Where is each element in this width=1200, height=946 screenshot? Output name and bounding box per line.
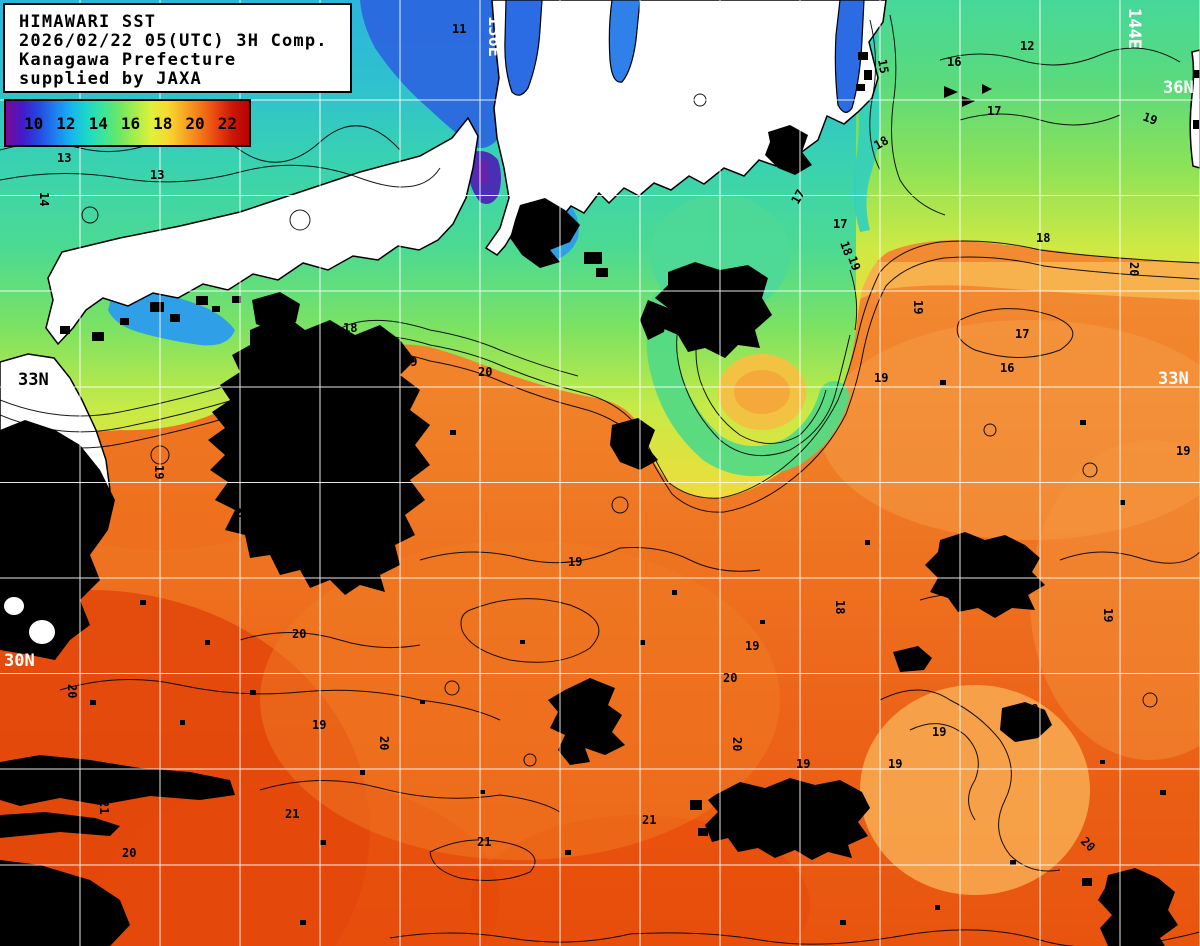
isotherm-label: 18 <box>833 600 847 614</box>
title-line-region: Kanagawa Prefecture <box>19 50 237 70</box>
isotherm-label: 20 <box>478 365 492 379</box>
isotherm-label: 18 <box>872 133 892 152</box>
title-line-source: supplied by JAXA <box>19 69 202 89</box>
isotherm-label: 20 <box>1127 262 1141 276</box>
colorbar-tick: 18 <box>153 113 173 133</box>
isotherm-label: 20 <box>235 506 249 520</box>
isotherm-label: 19 <box>888 757 902 771</box>
cloud-no-data-blobs <box>0 52 1200 946</box>
isotherm-label: 19 <box>312 718 326 732</box>
grid-coordinate-label: 36N <box>1163 78 1194 98</box>
isotherm-label: 12 <box>1020 39 1034 53</box>
grid-coordinate-label: 33N <box>18 370 49 390</box>
isotherm-label: 13 <box>150 168 164 182</box>
isotherm-label: 15 <box>875 58 891 75</box>
isotherm-label: 18 <box>1024 702 1038 716</box>
isotherm-label: 17 <box>788 187 807 207</box>
isotherm-label: 16 <box>1000 361 1014 375</box>
isotherm-label: 19 <box>911 300 925 314</box>
isotherm-label: 17 <box>987 104 1001 118</box>
isotherm-label: 19 <box>796 757 810 771</box>
isotherm-label: 20 <box>65 684 79 698</box>
grid-coordinate-label: 30N <box>4 651 35 671</box>
isotherm-label: 21 <box>97 800 111 814</box>
isotherm-label: 20 <box>122 846 136 860</box>
isotherm-label: 20 <box>723 671 737 685</box>
isotherm-label: 19 <box>568 555 582 569</box>
isotherm-label: 18 <box>1036 231 1050 245</box>
colorbar-tick: 20 <box>185 113 205 133</box>
colorbar-tick: 10 <box>24 113 44 133</box>
isotherm-label: 13 <box>57 151 71 165</box>
isotherm-label: 21 <box>285 807 299 821</box>
land-east-sliver <box>1189 49 1200 169</box>
isotherm-label: 19 <box>845 254 863 272</box>
isotherm-label: 17 <box>1015 327 1029 341</box>
grid-coordinate-label: 33N <box>1158 369 1189 389</box>
title-line-datetime: 2026/02/22 05(UTC) 3H Comp. <box>19 31 328 51</box>
colorbar-tick: 12 <box>56 113 76 133</box>
isotherm-label: 19 <box>874 371 888 385</box>
isotherm-label: 14 <box>37 192 51 206</box>
cloud-holes <box>4 597 55 644</box>
isotherm-label: 19 <box>1141 110 1159 128</box>
colorbar-tick-labels: 10 12 14 16 18 20 22 <box>6 101 249 145</box>
grid-coordinate-label: 136E <box>484 16 504 57</box>
isotherm-contours <box>0 14 1200 946</box>
isotherm-label: 18 <box>343 321 357 335</box>
isotherm-label: 18 <box>837 239 855 257</box>
isotherm-label: 20 <box>292 627 306 641</box>
grid-coordinate-label: 144E <box>1124 8 1144 49</box>
isotherm-label: 11 <box>452 22 466 36</box>
isotherm-label: 19 <box>745 639 759 653</box>
isotherm-label: 17 <box>833 217 847 231</box>
colorbar-tick: 14 <box>88 113 108 133</box>
isotherm-label: 16 <box>947 55 961 69</box>
colorbar-tick: 16 <box>120 113 141 133</box>
colorbar-gradient <box>6 101 249 145</box>
isotherm-label: 19 <box>403 355 417 369</box>
temperature-colorbar: 10 12 14 16 18 20 22 <box>4 99 251 147</box>
title-line-product: HIMAWARI SST <box>19 12 157 32</box>
isotherm-label: 21 <box>477 835 491 849</box>
coastal-bays <box>504 0 865 113</box>
colorbar-tick: 22 <box>217 113 237 133</box>
isotherm-label: 19 <box>152 465 166 479</box>
isotherm-label: 19 <box>1101 608 1115 622</box>
title-box: HIMAWARI SST 2026/02/22 05(UTC) 3H Comp.… <box>3 3 352 93</box>
latlon-grid-labels: 136E 144E 36N 33N 33N 30N <box>4 8 1194 671</box>
isotherm-label: 19 <box>1176 444 1190 458</box>
isotherm-label: 19 <box>932 725 946 739</box>
isotherm-label: 21 <box>642 813 656 827</box>
isotherm-label: 20 <box>730 737 744 751</box>
isotherm-label: 20 <box>377 736 391 750</box>
